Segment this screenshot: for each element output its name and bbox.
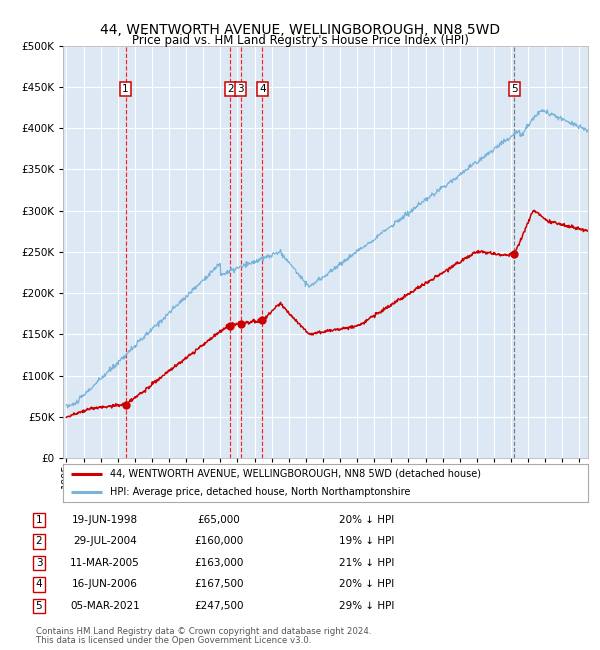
Text: 19% ↓ HPI: 19% ↓ HPI <box>339 536 394 547</box>
Text: 21% ↓ HPI: 21% ↓ HPI <box>339 558 394 568</box>
Text: £167,500: £167,500 <box>194 579 244 590</box>
Text: £163,000: £163,000 <box>194 558 244 568</box>
Text: £160,000: £160,000 <box>194 536 244 547</box>
Text: 29% ↓ HPI: 29% ↓ HPI <box>339 601 394 611</box>
Text: 05-MAR-2021: 05-MAR-2021 <box>70 601 140 611</box>
Text: 16-JUN-2006: 16-JUN-2006 <box>72 579 138 590</box>
Text: This data is licensed under the Open Government Licence v3.0.: This data is licensed under the Open Gov… <box>36 636 311 645</box>
Text: 20% ↓ HPI: 20% ↓ HPI <box>339 515 394 525</box>
Text: 1: 1 <box>122 84 129 94</box>
Text: 2: 2 <box>227 84 233 94</box>
Text: 44, WENTWORTH AVENUE, WELLINGBOROUGH, NN8 5WD: 44, WENTWORTH AVENUE, WELLINGBOROUGH, NN… <box>100 23 500 37</box>
Text: £65,000: £65,000 <box>197 515 241 525</box>
Text: 20% ↓ HPI: 20% ↓ HPI <box>339 579 394 590</box>
Text: Contains HM Land Registry data © Crown copyright and database right 2024.: Contains HM Land Registry data © Crown c… <box>36 627 371 636</box>
Text: 11-MAR-2005: 11-MAR-2005 <box>70 558 140 568</box>
Text: 4: 4 <box>35 579 43 590</box>
Text: 1: 1 <box>35 515 43 525</box>
Text: 3: 3 <box>238 84 244 94</box>
Text: 5: 5 <box>511 84 517 94</box>
Text: 3: 3 <box>35 558 43 568</box>
Text: Price paid vs. HM Land Registry's House Price Index (HPI): Price paid vs. HM Land Registry's House … <box>131 34 469 47</box>
Text: HPI: Average price, detached house, North Northamptonshire: HPI: Average price, detached house, Nort… <box>110 487 410 497</box>
Text: £247,500: £247,500 <box>194 601 244 611</box>
Text: 19-JUN-1998: 19-JUN-1998 <box>72 515 138 525</box>
Text: 4: 4 <box>259 84 266 94</box>
Text: 2: 2 <box>35 536 43 547</box>
Text: 29-JUL-2004: 29-JUL-2004 <box>73 536 137 547</box>
Text: 44, WENTWORTH AVENUE, WELLINGBOROUGH, NN8 5WD (detached house): 44, WENTWORTH AVENUE, WELLINGBOROUGH, NN… <box>110 469 481 479</box>
Text: 5: 5 <box>35 601 43 611</box>
